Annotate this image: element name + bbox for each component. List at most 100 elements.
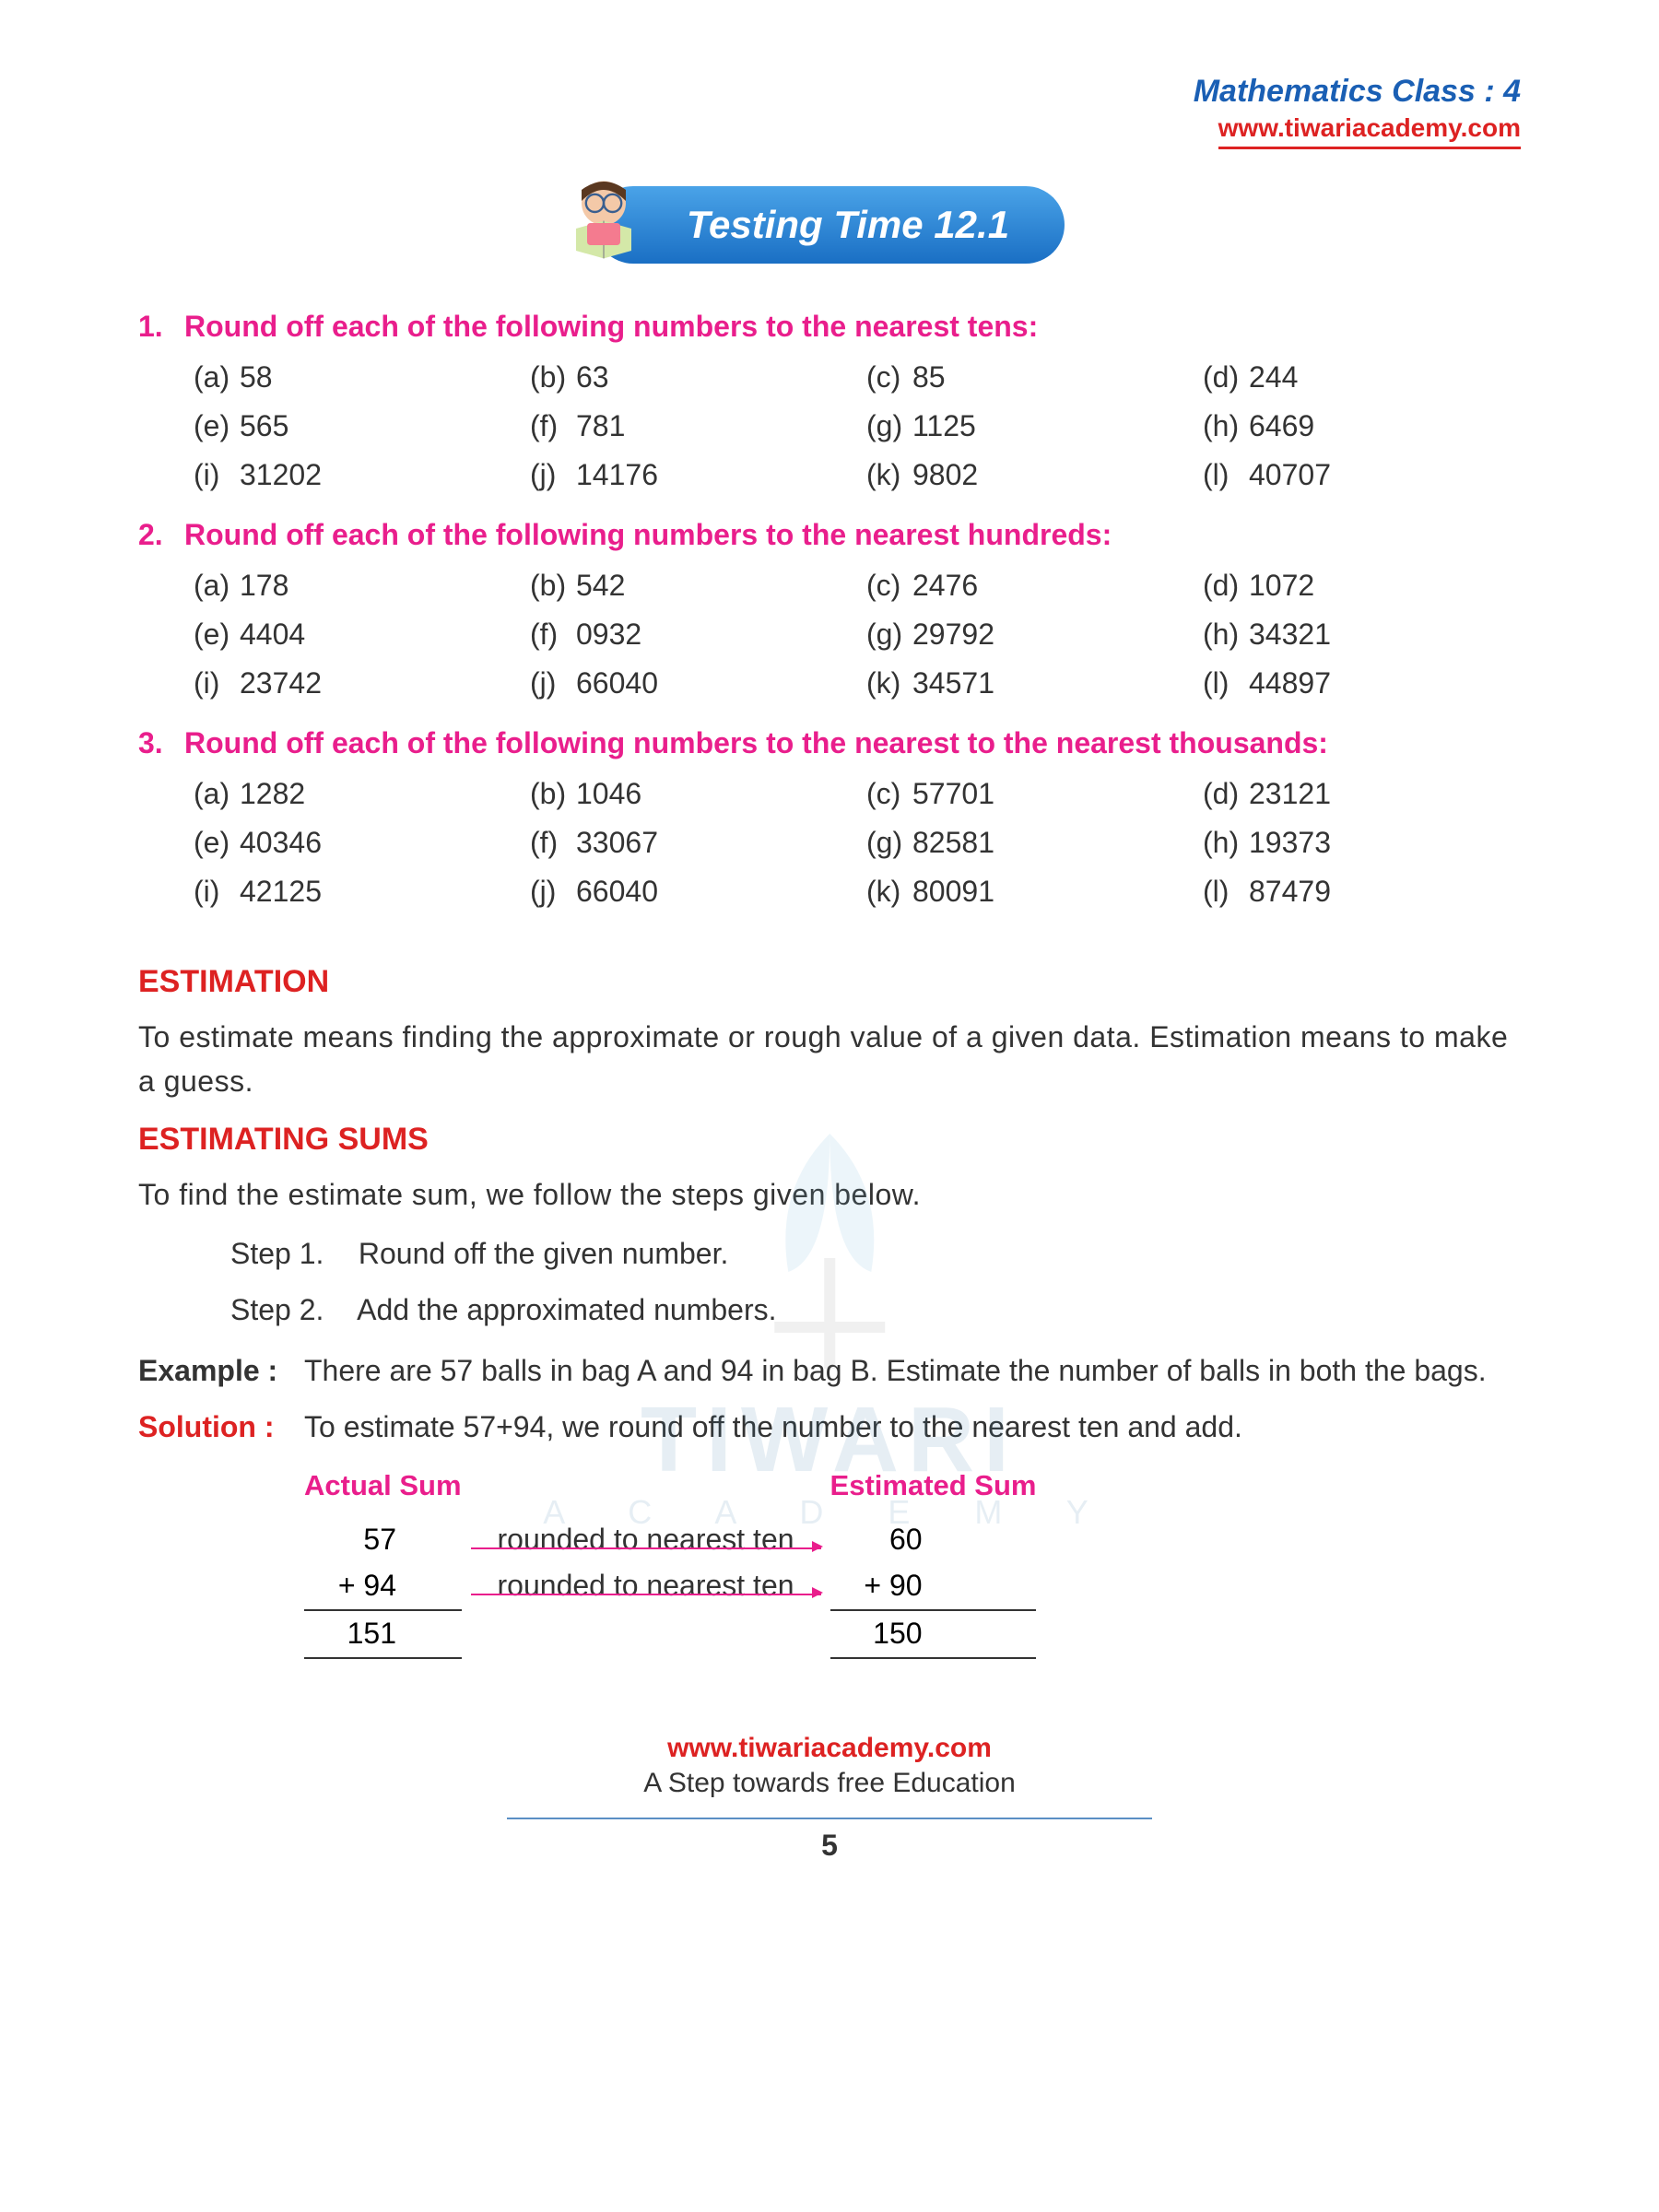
item: (a)58: [194, 360, 512, 394]
est-val-1: 60: [830, 1523, 941, 1557]
items-grid: (a)1282(b)1046(c)57701(d)23121(e)40346(f…: [138, 777, 1521, 909]
item: (h)6469: [1203, 409, 1521, 443]
arrow-1: rounded to nearest ten: [462, 1523, 830, 1557]
item: (f)0932: [530, 618, 848, 652]
question-number: 2.: [138, 518, 184, 552]
item-value: 6469: [1249, 409, 1314, 442]
step-2-text: Add the approximated numbers.: [357, 1293, 776, 1326]
item-label: (g): [866, 826, 912, 860]
footer-tagline: A Step towards free Education: [138, 1768, 1521, 1799]
item: (k)80091: [866, 875, 1184, 909]
item: (j)66040: [530, 666, 848, 700]
item-value: 44897: [1249, 666, 1331, 700]
item: (d)1072: [1203, 569, 1521, 603]
solution-text: To estimate 57+94, we round off the numb…: [304, 1404, 1242, 1451]
banner-pill: Testing Time 12.1: [594, 186, 1065, 264]
item-label: (k): [866, 666, 912, 700]
item: (j)66040: [530, 875, 848, 909]
header-title: Mathematics Class : 4: [138, 74, 1521, 110]
item-value: 40346: [240, 826, 322, 859]
estimated-sum-col: Estimated Sum 60 + 90 150: [830, 1469, 1037, 1659]
item-value: 0932: [576, 618, 641, 651]
item: (d)244: [1203, 360, 1521, 394]
item-label: (b): [530, 777, 576, 811]
item: (b)63: [530, 360, 848, 394]
item: (g)82581: [866, 826, 1184, 860]
title-banner: Testing Time 12.1: [138, 186, 1521, 264]
item: (g)1125: [866, 409, 1184, 443]
item: (e)40346: [194, 826, 512, 860]
item-value: 565: [240, 409, 288, 442]
items-grid: (a)178(b)542(c)2476(d)1072(e)4404(f)0932…: [138, 569, 1521, 700]
step-2: Step 2. Add the approximated numbers.: [230, 1282, 1521, 1338]
question-text: Round off each of the following numbers …: [184, 518, 1112, 551]
items-grid: (a)58(b)63(c)85(d)244(e)565(f)781(g)1125…: [138, 360, 1521, 492]
item-label: (k): [866, 875, 912, 909]
header-link: www.tiwariacademy.com: [1218, 113, 1521, 149]
item: (i)31202: [194, 458, 512, 492]
item-value: 23742: [240, 666, 322, 700]
item-label: (l): [1203, 666, 1249, 700]
step-1-label: Step 1.: [230, 1226, 350, 1282]
item-label: (d): [1203, 777, 1249, 811]
item-value: 66040: [576, 875, 658, 908]
item: (b)542: [530, 569, 848, 603]
question-title: 2.Round off each of the following number…: [138, 518, 1521, 552]
question-block: 1.Round off each of the following number…: [138, 310, 1521, 492]
item: (b)1046: [530, 777, 848, 811]
student-icon: [548, 168, 659, 278]
item: (c)85: [866, 360, 1184, 394]
actual-sum-col: Actual Sum 57 + 94 151: [304, 1469, 462, 1659]
item-label: (f): [530, 409, 576, 443]
item-value: 4404: [240, 618, 305, 651]
item-label: (h): [1203, 409, 1249, 443]
item-label: (l): [1203, 458, 1249, 492]
item-value: 23121: [1249, 777, 1331, 810]
item: (i)23742: [194, 666, 512, 700]
item-label: (e): [194, 618, 240, 652]
item-label: (k): [866, 458, 912, 492]
item-value: 1125: [912, 409, 976, 442]
item-label: (c): [866, 777, 912, 811]
item-value: 1282: [240, 777, 305, 810]
question-text: Round off each of the following numbers …: [184, 726, 1328, 759]
item-value: 542: [576, 569, 625, 602]
item-value: 85: [912, 360, 946, 394]
item-label: (h): [1203, 826, 1249, 860]
item: (l)44897: [1203, 666, 1521, 700]
item-label: (i): [194, 458, 240, 492]
sum-section: Actual Sum 57 + 94 151 rounded to neares…: [138, 1469, 1521, 1659]
item-value: 63: [576, 360, 609, 394]
item: (k)9802: [866, 458, 1184, 492]
item-label: (c): [866, 360, 912, 394]
item: (k)34571: [866, 666, 1184, 700]
page-number: 5: [138, 1829, 1521, 1863]
step-2-label: Step 2.: [230, 1282, 350, 1338]
item-value: 781: [576, 409, 625, 442]
actual-val-1: 57: [304, 1523, 415, 1557]
arrow-col: rounded to nearest ten rounded to neares…: [462, 1469, 830, 1659]
footer: www.tiwariacademy.com A Step towards fre…: [138, 1733, 1521, 1863]
item-label: (e): [194, 826, 240, 860]
question-text: Round off each of the following numbers …: [184, 310, 1038, 343]
item: (h)19373: [1203, 826, 1521, 860]
item: (f)781: [530, 409, 848, 443]
estimated-sum-heading: Estimated Sum: [830, 1469, 1037, 1502]
item-value: 33067: [576, 826, 658, 859]
question-number: 1.: [138, 310, 184, 344]
estimating-sums-heading: ESTIMATING SUMS: [138, 1122, 1521, 1158]
item-value: 57701: [912, 777, 994, 810]
item-value: 87479: [1249, 875, 1331, 908]
question-number: 3.: [138, 726, 184, 760]
item-value: 2476: [912, 569, 978, 602]
item-label: (b): [530, 360, 576, 394]
steps: Step 1. Round off the given number. Step…: [138, 1226, 1521, 1338]
item-value: 1046: [576, 777, 641, 810]
est-val-2: + 90: [830, 1569, 941, 1603]
item-label: (b): [530, 569, 576, 603]
item-value: 34571: [912, 666, 994, 700]
item-label: (i): [194, 666, 240, 700]
actual-sum-heading: Actual Sum: [304, 1469, 462, 1502]
item: (c)57701: [866, 777, 1184, 811]
solution-label: Solution :: [138, 1404, 304, 1451]
